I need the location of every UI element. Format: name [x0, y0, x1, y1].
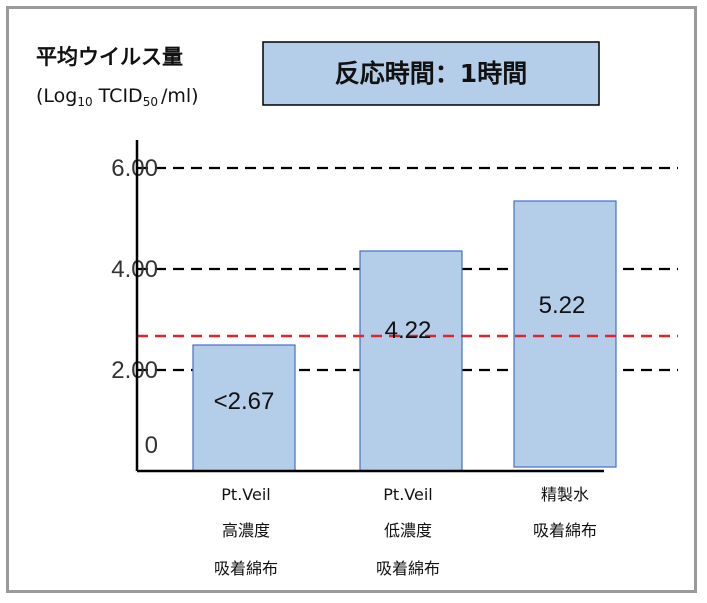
y-unit-tcid: TCID — [93, 85, 143, 107]
category-label: 吸着綿布 — [376, 559, 440, 578]
y-tick-label: 2.00 — [111, 357, 158, 384]
chart-title: 反応時間：1時間 — [335, 59, 527, 88]
y-tick-label: 4.00 — [111, 256, 158, 283]
category-label: 精製水 — [541, 485, 589, 504]
category-label: 低濃度 — [384, 521, 432, 540]
bar — [359, 250, 463, 472]
value-label: <2.67 — [214, 388, 275, 415]
y-unit-sub50: 50 — [143, 95, 158, 109]
category-label: 高濃度 — [222, 521, 270, 540]
value-label: 5.22 — [539, 292, 586, 319]
category-label: Pt.Veil — [221, 485, 270, 504]
bar — [192, 344, 296, 472]
y-unit-sub10: 10 — [77, 95, 92, 109]
y-axis-unit: (Log10 TCID50/ml) — [36, 85, 199, 109]
category-label: 吸着綿布 — [214, 559, 278, 578]
y-tick-label: 6.00 — [111, 155, 158, 182]
title-box — [262, 41, 600, 106]
value-label: 4.22 — [385, 317, 432, 344]
y-axis-label: 平均ウイルス量 — [36, 45, 183, 69]
plot-area: 6.004.002.000<2.674.225.22Pt.Veil高濃度吸着綿布… — [111, 140, 678, 578]
category-label: Pt.Veil — [383, 485, 432, 504]
bar — [513, 200, 617, 468]
y-unit-open: (Log — [36, 85, 77, 107]
category-label: 吸着綿布 — [533, 521, 597, 540]
y-unit-close: /ml) — [161, 85, 199, 107]
y-tick-label: 0 — [145, 432, 158, 459]
